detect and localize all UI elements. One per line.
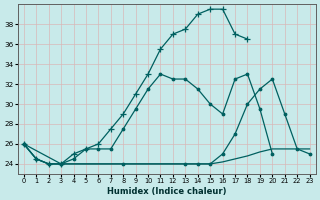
X-axis label: Humidex (Indice chaleur): Humidex (Indice chaleur) bbox=[107, 187, 227, 196]
